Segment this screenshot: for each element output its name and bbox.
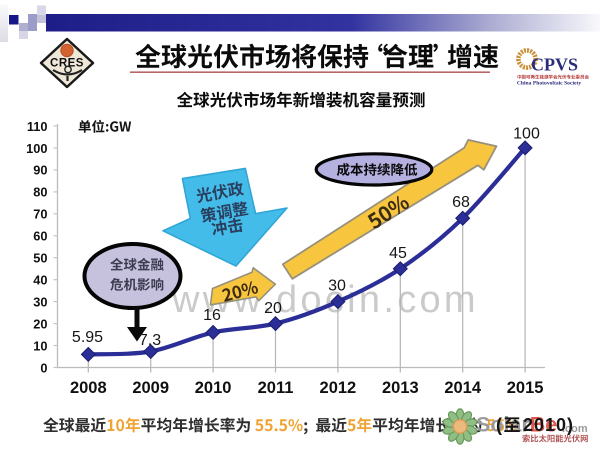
svg-text:16: 16 xyxy=(203,307,221,324)
svg-text:2014: 2014 xyxy=(444,379,482,397)
svg-text:2010: 2010 xyxy=(195,379,232,397)
svg-text:2011: 2011 xyxy=(258,379,294,397)
svg-text:CRES: CRES xyxy=(50,58,84,70)
svg-text:68: 68 xyxy=(452,194,470,211)
svg-text:30: 30 xyxy=(33,294,47,309)
svg-text:2015: 2015 xyxy=(507,379,544,397)
svg-text:50: 50 xyxy=(33,251,47,266)
svg-text:30: 30 xyxy=(328,278,346,295)
svg-text:0: 0 xyxy=(40,360,47,375)
svg-text:.com: .com xyxy=(562,423,588,435)
svg-text:2010): 2010) xyxy=(523,415,574,435)
svg-text:80: 80 xyxy=(33,185,47,200)
svg-text:100: 100 xyxy=(26,141,47,156)
svg-text:90: 90 xyxy=(33,163,47,178)
svg-text:2012: 2012 xyxy=(320,379,357,397)
svg-text:SolarBe: SolarBe xyxy=(476,413,557,437)
svg-text:5.95: 5.95 xyxy=(72,329,103,346)
svg-text:110: 110 xyxy=(27,119,48,134)
svg-text:2009: 2009 xyxy=(132,379,169,397)
svg-text:10: 10 xyxy=(33,338,47,353)
svg-text:70: 70 xyxy=(33,207,47,222)
svg-text:100: 100 xyxy=(513,126,540,143)
svg-text:7.3: 7.3 xyxy=(139,332,161,349)
svg-text:China Photovoltaic Society: China Photovoltaic Society xyxy=(517,81,582,87)
svg-text:20: 20 xyxy=(264,300,282,317)
svg-text:60: 60 xyxy=(33,229,47,244)
svg-text:40: 40 xyxy=(33,273,47,288)
svg-text:(: ( xyxy=(496,415,503,435)
svg-text:20: 20 xyxy=(33,316,47,331)
svg-text:2013: 2013 xyxy=(382,379,419,397)
svg-text:CPVS: CPVS xyxy=(531,55,578,75)
svg-text:2008: 2008 xyxy=(70,379,107,397)
svg-text:45: 45 xyxy=(389,245,407,262)
